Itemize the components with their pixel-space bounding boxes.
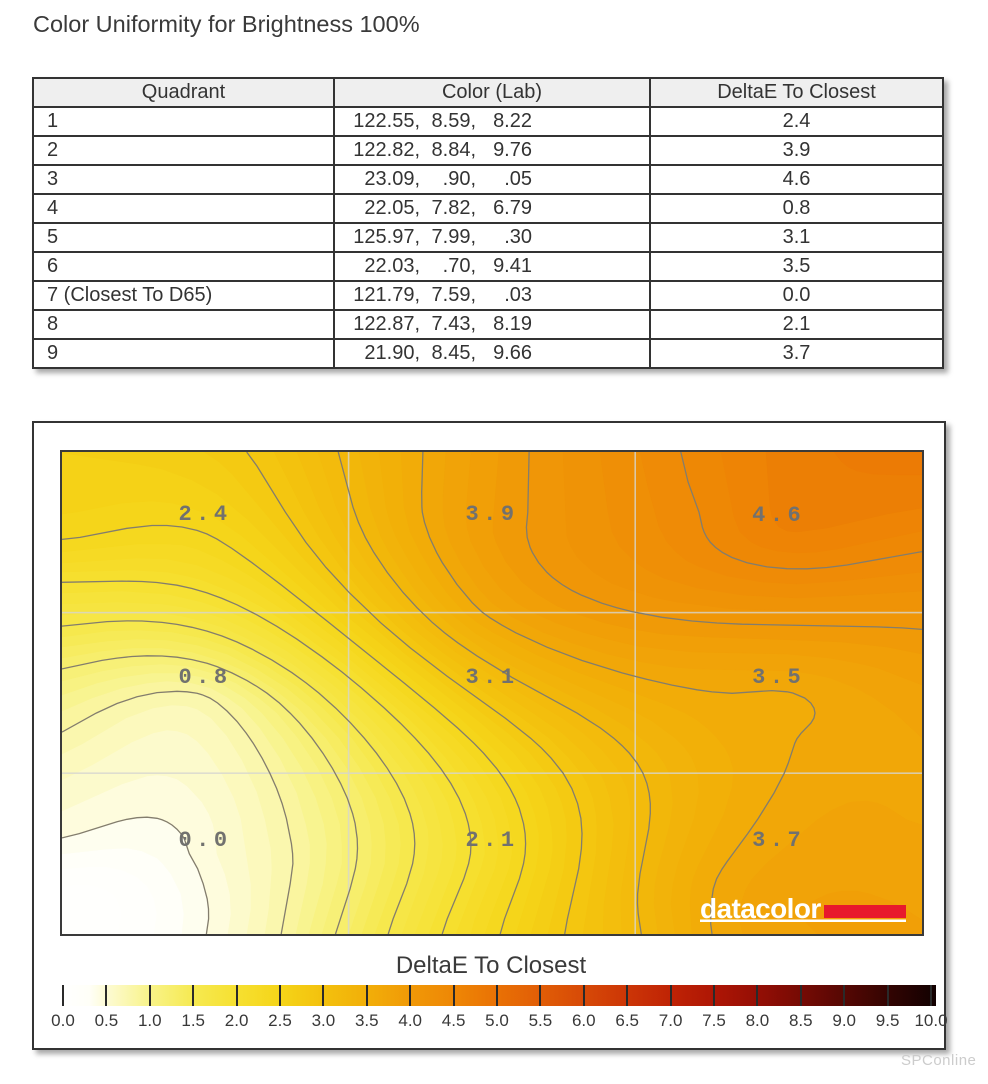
- svg-text:3.5: 3.5: [752, 665, 805, 690]
- svg-text:2.4: 2.4: [178, 502, 231, 527]
- svg-text:3.7: 3.7: [752, 828, 805, 853]
- svg-text:2.1: 2.1: [465, 828, 518, 853]
- svg-text:3.1: 3.1: [465, 665, 518, 690]
- svg-text:3.9: 3.9: [465, 502, 518, 527]
- svg-text:0.0: 0.0: [178, 828, 231, 853]
- svg-text:0.8: 0.8: [178, 665, 231, 690]
- svg-text:datacolor: datacolor: [700, 893, 821, 924]
- svg-text:4.6: 4.6: [752, 503, 805, 528]
